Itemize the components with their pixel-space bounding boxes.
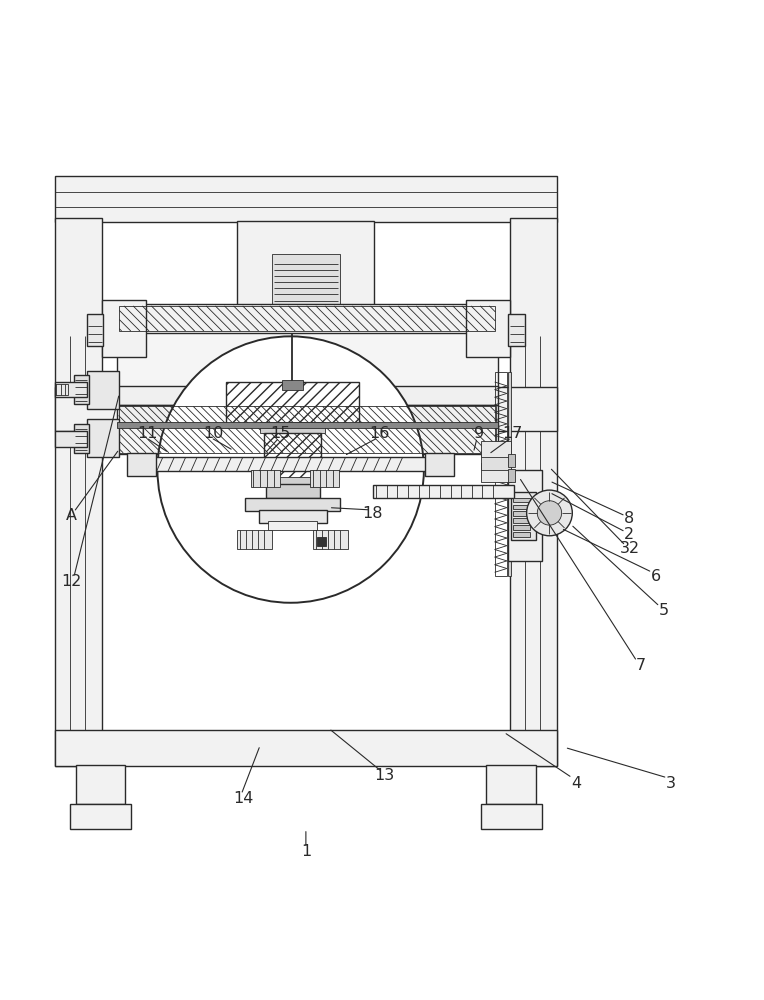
Bar bbox=[87, 371, 119, 409]
Text: 10: 10 bbox=[202, 426, 223, 441]
Bar bbox=[373, 485, 513, 498]
Bar bbox=[117, 405, 497, 428]
Bar bbox=[127, 453, 156, 476]
Text: 3: 3 bbox=[666, 776, 676, 791]
Text: 4: 4 bbox=[571, 776, 581, 791]
Bar bbox=[507, 372, 511, 576]
Bar bbox=[313, 530, 348, 549]
Text: 18: 18 bbox=[363, 506, 383, 521]
Bar bbox=[226, 382, 359, 424]
Text: 7: 7 bbox=[636, 658, 646, 673]
Text: 11: 11 bbox=[138, 426, 158, 441]
Bar bbox=[487, 765, 536, 804]
Bar bbox=[238, 221, 374, 306]
Bar bbox=[511, 492, 536, 540]
Bar bbox=[259, 510, 327, 523]
Bar bbox=[102, 300, 146, 357]
Bar bbox=[281, 380, 303, 390]
Bar bbox=[513, 532, 529, 537]
Bar bbox=[426, 453, 455, 476]
Bar bbox=[118, 427, 496, 453]
Bar bbox=[513, 511, 529, 516]
Bar bbox=[119, 306, 495, 331]
Bar bbox=[310, 470, 339, 487]
Text: 13: 13 bbox=[374, 768, 394, 783]
Bar bbox=[466, 300, 510, 357]
Bar bbox=[55, 218, 102, 766]
Circle shape bbox=[526, 490, 572, 536]
Bar bbox=[117, 425, 497, 454]
Bar bbox=[317, 537, 326, 546]
Text: 8: 8 bbox=[624, 511, 635, 526]
Bar bbox=[245, 498, 340, 511]
Circle shape bbox=[537, 501, 562, 525]
Bar bbox=[55, 431, 86, 447]
Bar bbox=[87, 419, 119, 457]
Bar bbox=[117, 422, 497, 428]
Text: 5: 5 bbox=[659, 603, 668, 618]
Bar bbox=[55, 387, 557, 431]
Bar bbox=[154, 457, 428, 471]
Text: 15: 15 bbox=[270, 426, 291, 441]
Text: 2: 2 bbox=[624, 527, 634, 542]
Text: 12: 12 bbox=[61, 574, 82, 589]
Bar bbox=[251, 470, 280, 487]
Bar bbox=[238, 530, 272, 549]
Bar bbox=[55, 382, 86, 397]
Text: 16: 16 bbox=[370, 426, 390, 441]
Text: 17: 17 bbox=[503, 426, 523, 441]
Text: A: A bbox=[66, 508, 77, 523]
Bar bbox=[55, 730, 557, 766]
Bar bbox=[508, 314, 525, 346]
Bar bbox=[513, 505, 529, 509]
Text: 9: 9 bbox=[474, 426, 484, 441]
Circle shape bbox=[157, 336, 424, 603]
Bar bbox=[76, 765, 125, 804]
Bar bbox=[86, 314, 103, 346]
Bar bbox=[73, 424, 89, 453]
Bar bbox=[507, 454, 515, 467]
Bar bbox=[267, 484, 319, 498]
Bar bbox=[513, 498, 529, 502]
Bar bbox=[117, 304, 497, 333]
Bar bbox=[261, 422, 325, 433]
Bar bbox=[507, 469, 515, 482]
Bar bbox=[264, 433, 321, 479]
Bar bbox=[70, 804, 131, 829]
Bar bbox=[494, 372, 507, 576]
Bar bbox=[253, 477, 332, 485]
Text: 1: 1 bbox=[301, 844, 311, 859]
Bar bbox=[513, 518, 529, 523]
Text: 32: 32 bbox=[620, 541, 639, 556]
Bar bbox=[73, 375, 89, 404]
Bar bbox=[481, 804, 542, 829]
Bar bbox=[481, 441, 511, 457]
Bar bbox=[118, 406, 496, 426]
Bar bbox=[481, 463, 511, 482]
Bar bbox=[510, 218, 557, 766]
Bar bbox=[513, 525, 529, 530]
Bar bbox=[481, 451, 511, 470]
Bar bbox=[55, 384, 68, 395]
Bar bbox=[507, 470, 542, 561]
Bar bbox=[117, 331, 497, 387]
Bar bbox=[117, 386, 497, 405]
Bar bbox=[272, 254, 340, 304]
Bar bbox=[268, 521, 317, 530]
Text: 6: 6 bbox=[651, 569, 661, 584]
Text: 14: 14 bbox=[233, 791, 254, 806]
Bar bbox=[55, 176, 557, 222]
